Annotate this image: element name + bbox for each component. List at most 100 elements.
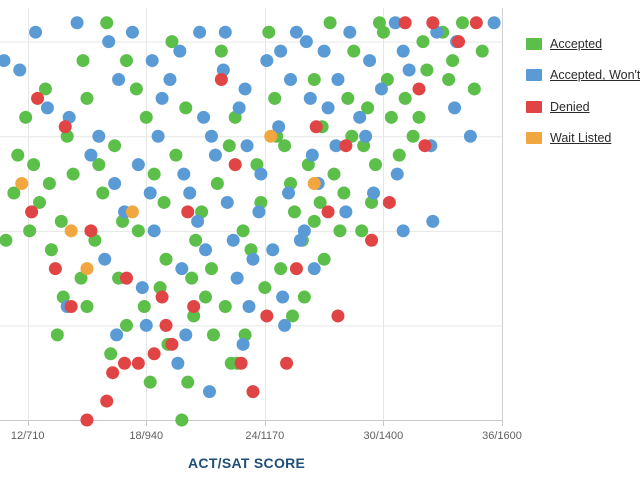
data-point [70, 16, 84, 30]
data-point [268, 91, 282, 105]
data-point [181, 205, 195, 219]
data-point [157, 195, 171, 209]
data-point [64, 299, 78, 313]
data-point [303, 91, 317, 105]
data-point [278, 139, 292, 153]
legend-item-denied[interactable]: Denied [526, 91, 640, 123]
data-point [309, 120, 323, 134]
legend-item-wait-listed[interactable]: Wait Listed [526, 123, 640, 155]
data-point [228, 158, 242, 172]
data-point [276, 290, 290, 304]
data-point [353, 110, 367, 124]
x-tick-label: 36/1600 [482, 430, 522, 442]
x-tick-label: 18/940 [129, 430, 163, 442]
data-point [13, 63, 27, 77]
data-point [341, 91, 355, 105]
data-point [135, 281, 149, 295]
data-point [119, 271, 133, 285]
data-point [187, 299, 201, 313]
data-point [218, 299, 232, 313]
data-point [50, 328, 64, 342]
data-point [0, 233, 13, 247]
data-point [175, 262, 189, 276]
data-point [396, 44, 410, 58]
data-point [80, 91, 94, 105]
data-point [272, 120, 286, 134]
data-point [204, 262, 218, 276]
data-point [297, 290, 311, 304]
data-point [307, 177, 321, 191]
data-point [343, 25, 357, 39]
legend-item-accepted[interactable]: Accepted [526, 28, 640, 60]
data-point [396, 224, 410, 238]
legend-label[interactable]: Wait Listed [550, 131, 612, 146]
data-point [119, 318, 133, 332]
legend-label[interactable]: Accepted, Won't Attend [550, 68, 640, 83]
data-point [129, 82, 143, 96]
legend-swatch-wait-listed [526, 132, 542, 145]
data-point [143, 375, 157, 389]
data-point [38, 82, 52, 96]
legend-label[interactable]: Accepted [550, 36, 603, 51]
data-point [406, 129, 420, 143]
data-point [321, 205, 335, 219]
data-point [390, 167, 404, 181]
data-point [204, 129, 218, 143]
data-point [222, 139, 236, 153]
data-points [0, 16, 501, 427]
data-point [108, 177, 122, 191]
legend-swatch-accepted-wont-attend [526, 69, 542, 82]
data-point [307, 72, 321, 86]
data-point [191, 214, 205, 228]
data-point [252, 205, 266, 219]
series-denied [25, 16, 483, 427]
data-point [118, 356, 132, 370]
legend-label[interactable]: Denied [550, 99, 590, 114]
data-point [145, 54, 159, 68]
data-point [92, 129, 106, 143]
data-point [187, 309, 201, 323]
data-point [40, 101, 54, 115]
data-point [208, 148, 222, 162]
data-point [448, 101, 462, 115]
data-point [412, 82, 426, 96]
data-point [66, 167, 80, 181]
data-point [165, 35, 179, 49]
data-point [236, 224, 250, 238]
data-point [382, 195, 396, 209]
data-point [238, 82, 252, 96]
data-point [333, 224, 347, 238]
data-point [327, 167, 341, 181]
data-point [112, 72, 126, 86]
data-point [220, 195, 234, 209]
data-point [361, 101, 375, 115]
legend-swatch-accepted [526, 37, 542, 50]
data-point [374, 82, 388, 96]
data-point [289, 262, 303, 276]
data-point [467, 82, 481, 96]
data-point [183, 186, 197, 200]
data-point [131, 158, 145, 172]
data-point [339, 205, 353, 219]
data-point [181, 375, 195, 389]
data-point [23, 224, 37, 238]
x-axis: 12/710 18/940 24/1170 30/1400 36/1600 [0, 420, 522, 442]
data-point [392, 148, 406, 162]
x-tick-label: 30/1400 [364, 430, 404, 442]
data-point [297, 224, 311, 238]
data-point [232, 101, 246, 115]
data-point [199, 243, 213, 257]
data-point [98, 252, 112, 266]
data-point [29, 25, 43, 39]
data-point [282, 186, 296, 200]
data-point [42, 177, 56, 191]
data-point [48, 262, 62, 276]
data-point [289, 25, 303, 39]
data-point [100, 16, 114, 30]
legend-item-accepted-wont-attend[interactable]: Accepted, Won't Attend [526, 60, 640, 92]
data-point [151, 129, 165, 143]
data-point [74, 271, 88, 285]
data-point [359, 129, 373, 143]
data-point [240, 139, 254, 153]
